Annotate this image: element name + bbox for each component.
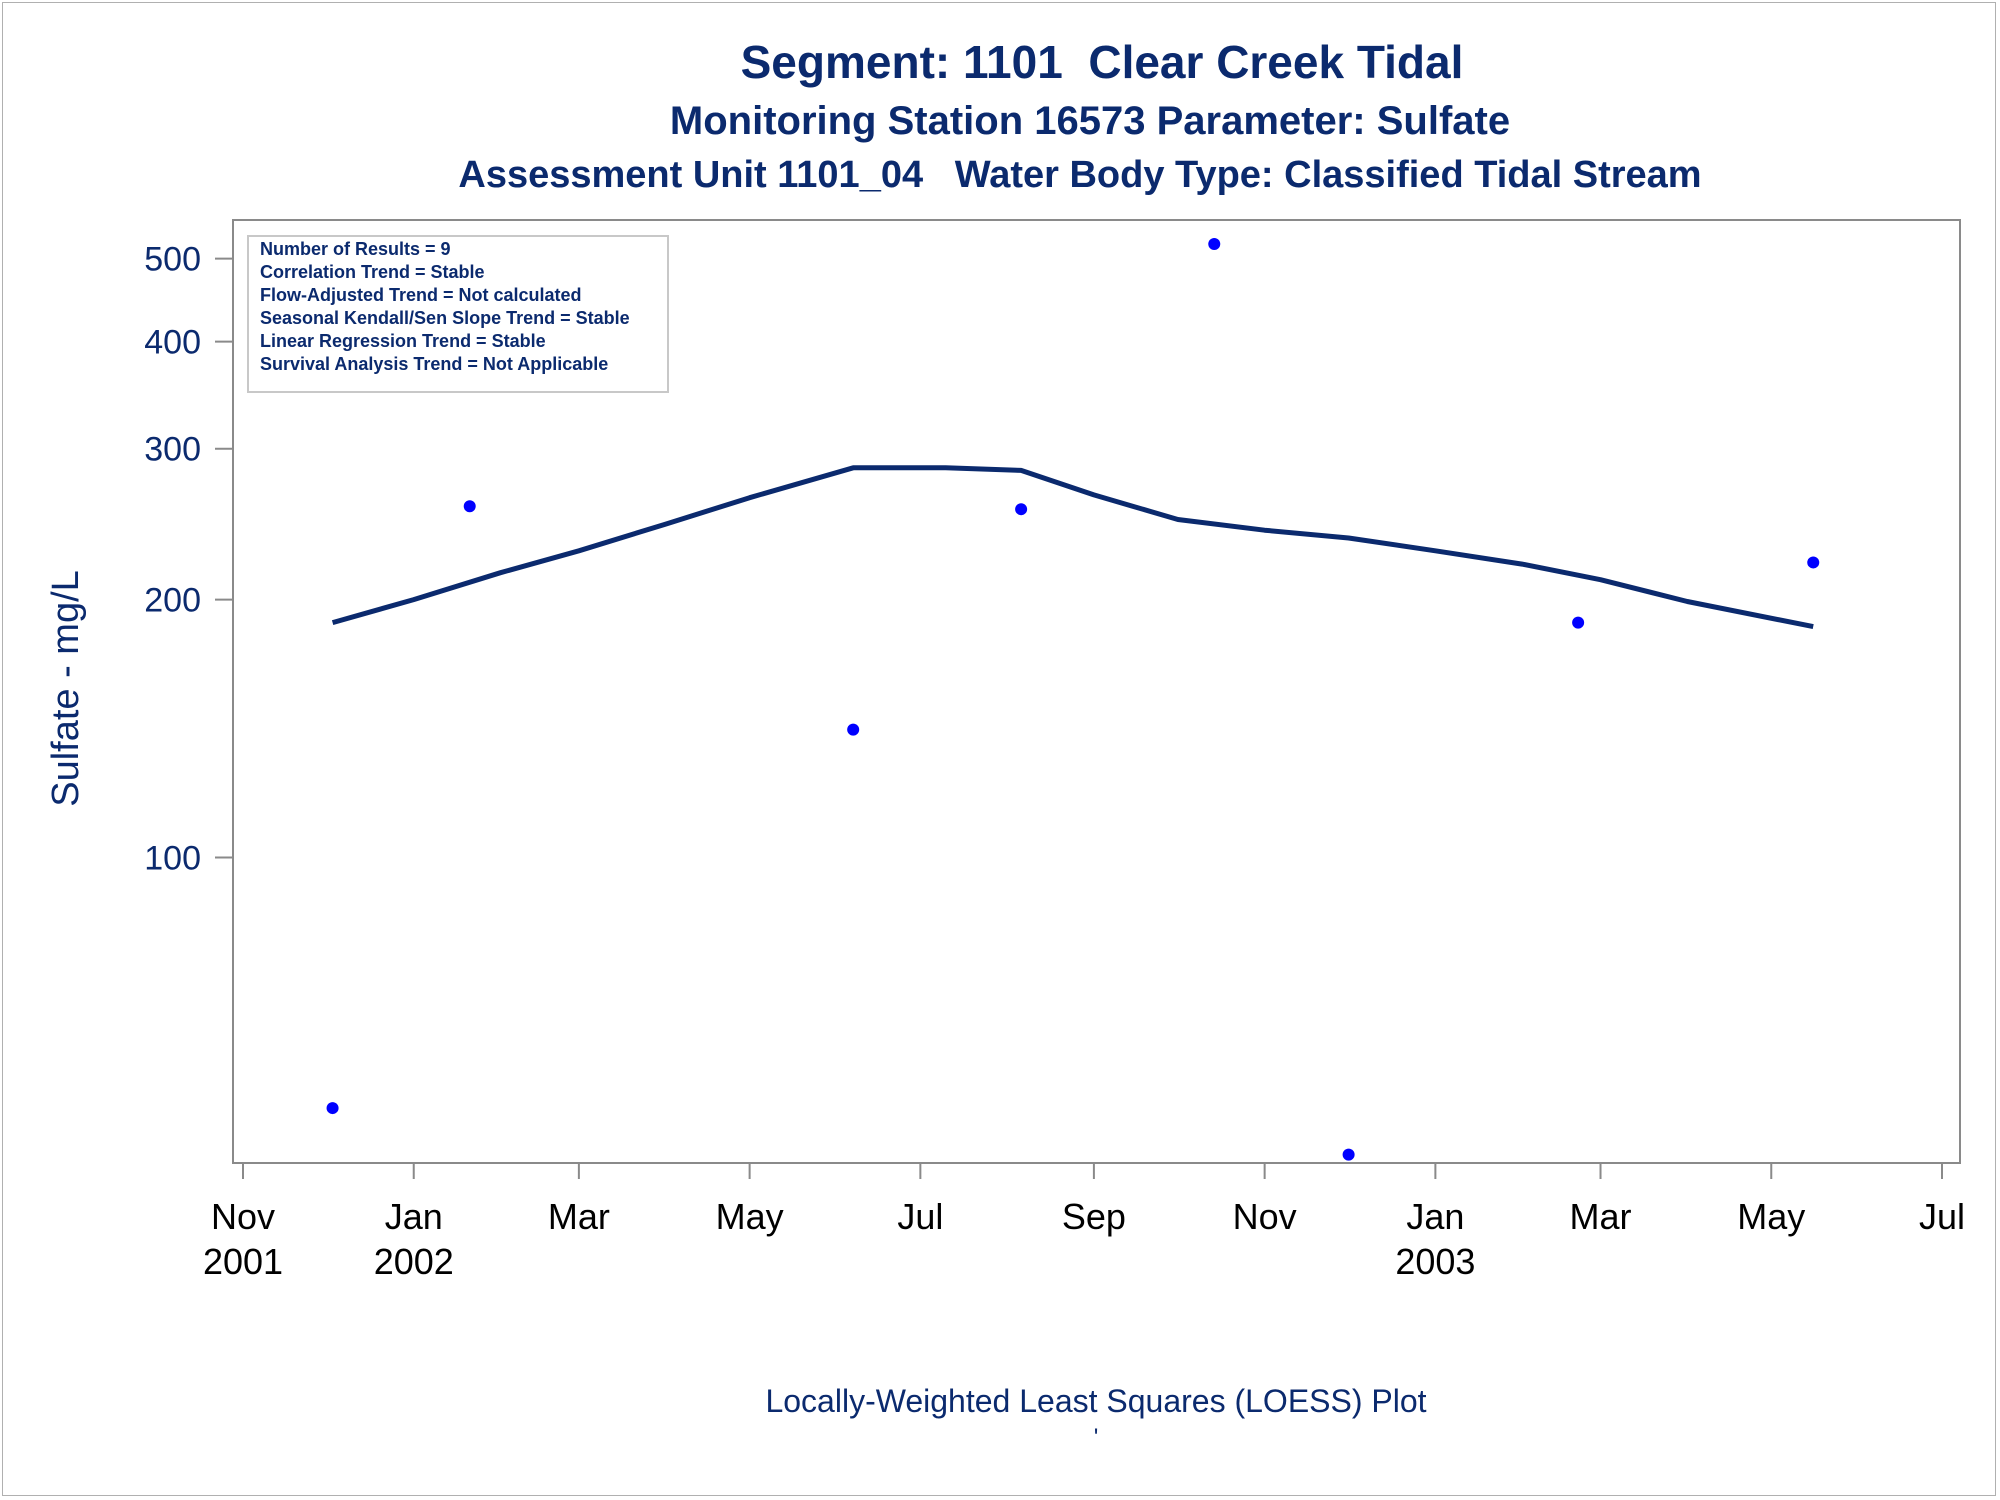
data-point [1208, 238, 1221, 251]
x-tick-year-label: 2002 [374, 1241, 454, 1282]
y-tick-label: 500 [144, 241, 201, 279]
data-point [1342, 1148, 1355, 1161]
stats-box-line: Number of Results = 9 [260, 239, 451, 259]
chart-subtitle-assessment: Assessment Unit 1101_04 Water Body Type:… [458, 154, 1702, 196]
plot-area-border [232, 219, 1961, 1164]
x-tick-label: Mar [1570, 1196, 1632, 1237]
loess-line [331, 465, 1814, 630]
x-tick-label: Jan [385, 1196, 443, 1237]
data-point [1015, 503, 1028, 516]
x-tick-label: Jul [1919, 1196, 1965, 1237]
x-tick-year-label: 2001 [203, 1241, 283, 1282]
chart-title: Segment: 1101 Clear Creek Tidal [740, 36, 1464, 88]
x-tick-label: Nov [211, 1196, 275, 1237]
stats-box-line: Seasonal Kendall/Sen Slope Trend = Stabl… [260, 308, 630, 328]
stats-box-line: Survival Analysis Trend = Not Applicable [260, 354, 608, 374]
y-tick-label: 300 [144, 431, 201, 469]
stats-box [247, 235, 669, 393]
x-tick-label: May [716, 1196, 784, 1237]
x-tick-label: Sep [1062, 1196, 1126, 1237]
data-point [847, 723, 860, 736]
x-tick-year-label: 2003 [1395, 1241, 1475, 1282]
footer-mark: ' [1093, 1424, 1099, 1451]
stats-box-line: Flow-Adjusted Trend = Not calculated [260, 285, 582, 305]
x-tick-label: May [1737, 1196, 1805, 1237]
data-point [1807, 556, 1820, 569]
y-tick-label: 400 [144, 324, 201, 362]
footer-caption: Locally-Weighted Least Squares (LOESS) P… [765, 1383, 1427, 1419]
y-axis-label: Sulfate - mg/L [45, 570, 87, 807]
x-tick-label: Jan [1406, 1196, 1464, 1237]
y-tick-label: 100 [144, 840, 201, 878]
stats-box-line: Correlation Trend = Stable [260, 262, 485, 282]
stats-box-line: Linear Regression Trend = Stable [260, 331, 546, 351]
data-point [463, 500, 476, 513]
data-point [1572, 616, 1585, 629]
x-tick-label: Jul [897, 1196, 943, 1237]
data-point [326, 1102, 339, 1115]
x-tick-label: Nov [1233, 1196, 1297, 1237]
x-tick-label: Mar [548, 1196, 610, 1237]
y-tick-label: 200 [144, 582, 201, 620]
chart-subtitle-station: Monitoring Station 16573 Parameter: Sulf… [669, 99, 1511, 143]
